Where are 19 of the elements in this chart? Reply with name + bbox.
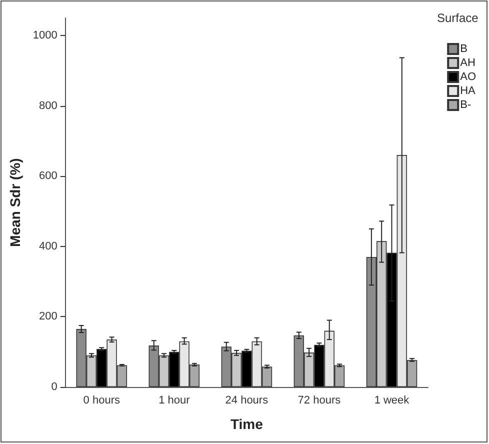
x-axis-title: Time <box>230 416 264 432</box>
y-axis-title: Mean Sdr (%) <box>7 158 23 247</box>
x-tick-label: 72 hours <box>298 394 342 406</box>
legend-label: B <box>460 43 468 55</box>
x-tick-label: 0 hours <box>83 394 120 406</box>
x-tick-label: 24 hours <box>225 394 269 406</box>
legend-label: AH <box>460 57 476 69</box>
legend-label: AO <box>460 71 476 83</box>
y-tick-label: 1000 <box>32 30 58 42</box>
y-tick-label: 200 <box>39 310 58 323</box>
legend-title: Surface <box>437 11 479 25</box>
x-tick-label: 1 hour <box>158 394 190 406</box>
y-tick-label: 800 <box>39 100 58 112</box>
y-tick-label: 600 <box>39 170 58 182</box>
y-tick-label: 400 <box>39 240 58 252</box>
x-tick-label: 1 week <box>374 394 410 406</box>
legend-label: HA <box>460 85 476 97</box>
y-tick-label: 0 <box>51 381 58 393</box>
legend-label: B- <box>460 99 472 111</box>
